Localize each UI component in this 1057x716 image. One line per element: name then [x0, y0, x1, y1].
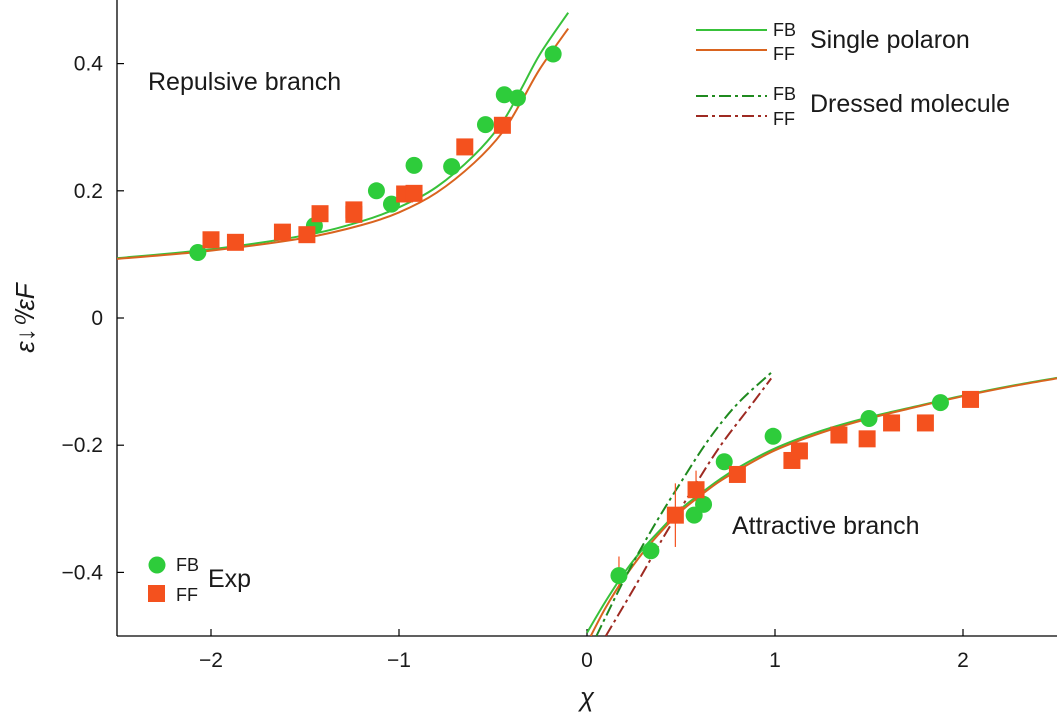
repulsive-branch-label: Repulsive branch [148, 68, 341, 96]
fb-exp-point [764, 427, 782, 445]
y-tick-label: 0 [91, 307, 103, 330]
legend-fb-label-2: FB [773, 84, 796, 104]
legend-fb-label-3: FB [176, 555, 199, 575]
ff-exp-point [405, 184, 423, 202]
legend-fb-exp-marker [148, 556, 166, 574]
fb-exp-point [931, 394, 949, 412]
ff-exp-point [273, 223, 291, 241]
y-axis-label: ε↓⁰/εF [10, 281, 40, 352]
ff-exp-point [858, 430, 876, 448]
fb-exp-point [715, 453, 733, 471]
ff-exp-point [790, 442, 808, 460]
legend-theory: FB FF Single polaron FB FF Dressed molec… [696, 20, 1010, 129]
legend-ff-label-1: FF [773, 44, 795, 64]
ff-exp-point [493, 116, 511, 134]
ff-exp-point [311, 205, 329, 223]
y-tick-label: 0.4 [74, 53, 104, 76]
fb-exp-point [189, 243, 207, 261]
x-axis-label: χ [578, 682, 595, 712]
fb-polaron-curve-attractive [586, 376, 1057, 634]
ff-polaron-curve-repulsive [117, 28, 570, 260]
y-tick-label: 0.2 [74, 180, 103, 203]
ff-exp-point [666, 506, 684, 524]
ff-exp-point [202, 231, 220, 249]
ff-exp-point [883, 414, 901, 432]
ff-exp-point [298, 226, 316, 244]
ff-exp-point [830, 426, 848, 444]
ff-exp-point [728, 465, 746, 483]
legend-ff-exp-marker [148, 585, 165, 602]
fb-exp-point [405, 156, 423, 174]
ff-exp-point [687, 481, 705, 499]
fb-exp-point [860, 409, 878, 427]
fb-exp-point [695, 495, 713, 513]
attractive-branch-label: Attractive branch [732, 512, 920, 540]
fb-polaron-curve-repulsive [117, 12, 570, 260]
fb-exp-point [443, 158, 461, 176]
legend-dressed-molecule: Dressed molecule [810, 90, 1010, 118]
x-tick-label: −1 [387, 649, 411, 672]
x-tick-label: 1 [769, 649, 781, 672]
ff-exp-point [916, 414, 934, 432]
fb-exp-point [610, 567, 628, 585]
fb-exp-point [495, 86, 513, 104]
legend-single-polaron: Single polaron [810, 26, 970, 54]
legend-ff-label-2: FF [773, 109, 795, 129]
legend-ff-label-3: FF [176, 585, 198, 605]
fb-exp-point [642, 542, 660, 560]
fb-exp-point [382, 195, 400, 213]
x-tick-label: 2 [957, 649, 969, 672]
data-points [189, 45, 980, 585]
x-tick-label: 0 [581, 649, 593, 672]
y-tick-label: −0.2 [62, 434, 103, 457]
y-tick-label: −0.4 [62, 561, 104, 584]
axis-ticks: −2 −1 0 1 2 0.4 0.2 0 −0.2 −0.4 [62, 53, 969, 672]
ff-exp-point [962, 390, 980, 408]
x-tick-label: −2 [199, 649, 223, 672]
legend-exp: FB FF Exp [148, 555, 251, 605]
ff-exp-point [456, 138, 474, 156]
fb-exp-point [476, 116, 494, 134]
fb-exp-point [367, 182, 385, 200]
ff-polaron-curve-attractive [589, 377, 1057, 636]
legend-exp-label: Exp [208, 565, 251, 593]
legend-fb-label-1: FB [773, 20, 796, 40]
ff-exp-point [345, 205, 363, 223]
ff-molecule-curve [604, 377, 773, 636]
ff-exp-point [226, 233, 244, 251]
fb-exp-point [508, 89, 526, 107]
fb-exp-point [544, 45, 562, 63]
